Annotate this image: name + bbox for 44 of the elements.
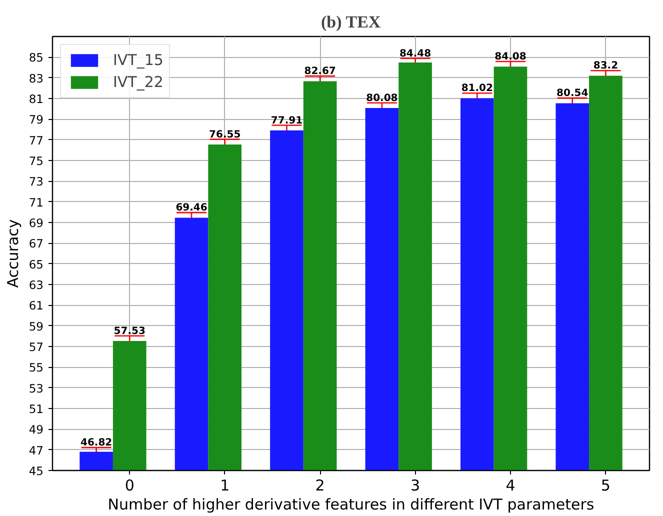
y-tick-label: 73 bbox=[28, 174, 44, 189]
legend-label: IVT_22 bbox=[113, 73, 164, 91]
chart-title: (b) TEX bbox=[321, 12, 382, 32]
x-tick-label: 3 bbox=[410, 476, 420, 494]
data-label: 46.82 bbox=[80, 438, 112, 449]
y-tick-label: 49 bbox=[28, 422, 44, 437]
y-tick-label: 77 bbox=[28, 133, 44, 148]
y-tick-label: 71 bbox=[28, 195, 44, 210]
y-tick-label: 57 bbox=[28, 340, 44, 354]
x-tick-label: 1 bbox=[220, 476, 230, 494]
data-label: 76.55 bbox=[209, 129, 241, 140]
data-label: 80.08 bbox=[366, 92, 398, 104]
y-axis-title: Accuracy bbox=[4, 219, 22, 288]
y-tick-label: 47 bbox=[28, 443, 44, 458]
data-label: 83.2 bbox=[593, 60, 618, 72]
data-label: 84.48 bbox=[399, 48, 432, 60]
y-tick-label: 81 bbox=[28, 92, 44, 106]
y-tick-label: 45 bbox=[28, 464, 44, 478]
y-tick-label: 69 bbox=[28, 216, 44, 230]
x-axis-title: Number of higher derivative features in different IVT parameters bbox=[108, 496, 594, 514]
y-tick-label: 65 bbox=[28, 257, 44, 272]
y-tick-label: 75 bbox=[28, 154, 44, 168]
legend-label: IVT_15 bbox=[113, 51, 164, 69]
y-tick-label: 61 bbox=[28, 298, 44, 313]
y-tick-label: 53 bbox=[28, 381, 44, 396]
data-label: 84.08 bbox=[494, 52, 526, 63]
data-label: 77.91 bbox=[270, 115, 303, 126]
x-tick-label: 0 bbox=[124, 476, 134, 494]
y-tick-label: 59 bbox=[28, 319, 44, 334]
data-label: 69.46 bbox=[176, 202, 208, 214]
y-tick-label: 85 bbox=[28, 50, 44, 65]
data-label: 82.67 bbox=[304, 66, 336, 78]
x-tick-label: 2 bbox=[315, 476, 325, 494]
y-tick-label: 51 bbox=[28, 402, 44, 416]
data-label: 81.02 bbox=[461, 83, 494, 94]
y-tick-label: 83 bbox=[28, 71, 44, 86]
data-label: 57.53 bbox=[114, 326, 146, 337]
data-label: 80.54 bbox=[556, 88, 588, 100]
y-tick-label: 63 bbox=[28, 278, 44, 292]
x-tick-label: 4 bbox=[506, 476, 516, 494]
y-tick-label: 55 bbox=[28, 360, 44, 375]
x-tick-label: 5 bbox=[600, 476, 610, 494]
y-tick-label: 79 bbox=[28, 112, 44, 127]
y-tick-label: 67 bbox=[28, 236, 44, 251]
